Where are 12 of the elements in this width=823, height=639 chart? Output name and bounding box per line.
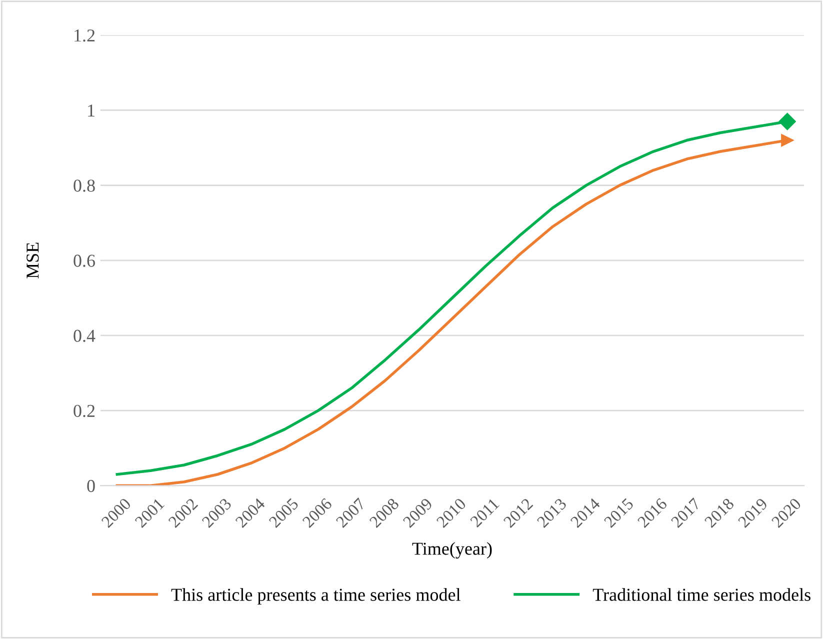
- legend-label: This article presents a time series model: [171, 588, 460, 605]
- legend-label: Traditional time series models: [592, 588, 810, 601]
- y-tick-label: 1: [88, 104, 94, 116]
- y-tick-label: 0.4: [74, 330, 96, 342]
- y-tick-label: 0.2: [74, 404, 95, 418]
- y-tick-label: 0: [87, 480, 95, 492]
- y-tick-label: 0.6: [74, 254, 96, 267]
- y-tick-label: 0.8: [74, 180, 95, 192]
- x-tick-label: 2011: [470, 498, 500, 528]
- x-axis-title: Time(year): [412, 542, 492, 559]
- y-tick-label: 1.2: [74, 29, 95, 42]
- y-axis-title: MSE: [26, 242, 39, 278]
